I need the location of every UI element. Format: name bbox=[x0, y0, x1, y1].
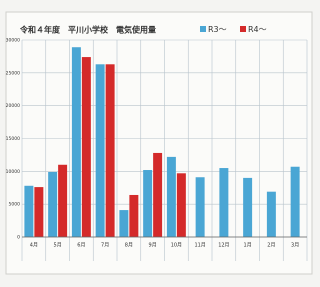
x-tick-label: 8月 bbox=[125, 243, 133, 249]
bar bbox=[119, 210, 128, 237]
bar bbox=[153, 153, 162, 237]
bar bbox=[167, 157, 176, 237]
x-tick-label: 12月 bbox=[218, 243, 229, 249]
chart: 令和４年度 平川小学校 電気使用量 0 5000 10000 15000 20000 25… bbox=[0, 0, 317, 287]
x-tick-label: 3月 bbox=[291, 243, 299, 249]
y-tick-label: 0 bbox=[17, 235, 20, 241]
legend-label: R3～ bbox=[208, 25, 227, 34]
bar bbox=[267, 192, 276, 237]
y-tick-label: 30000 bbox=[6, 38, 20, 44]
y-tick-label: 25000 bbox=[6, 70, 20, 76]
bar bbox=[196, 177, 205, 237]
x-tick-label: 10月 bbox=[171, 243, 182, 249]
bar bbox=[48, 172, 57, 237]
y-tick-label: 10000 bbox=[6, 169, 20, 175]
x-tick-label: 5月 bbox=[54, 243, 62, 249]
bar bbox=[58, 165, 67, 237]
x-tick-label: 6月 bbox=[77, 243, 85, 249]
bar bbox=[219, 168, 228, 237]
bar bbox=[129, 195, 138, 237]
bar bbox=[291, 167, 300, 237]
x-tick-label: 4月 bbox=[30, 243, 38, 249]
x-tick-label: 11月 bbox=[194, 243, 205, 249]
bar bbox=[34, 187, 43, 237]
x-tick-label: 1月 bbox=[244, 243, 252, 249]
bar bbox=[243, 178, 252, 237]
bar bbox=[96, 64, 105, 237]
y-tick-label: 15000 bbox=[6, 136, 20, 142]
chart-title: 令和４年度 平川小学校 電気使用量 bbox=[19, 25, 156, 35]
bar bbox=[72, 47, 81, 237]
bar bbox=[143, 170, 152, 237]
bar bbox=[106, 64, 115, 237]
bar bbox=[177, 173, 186, 237]
legend-label: R4～ bbox=[248, 25, 267, 34]
y-tick-label: 20000 bbox=[6, 103, 20, 109]
x-tick-label: 2月 bbox=[267, 243, 275, 249]
bar bbox=[82, 57, 91, 237]
bar bbox=[24, 186, 33, 237]
x-tick-label: 7月 bbox=[101, 243, 109, 249]
legend-swatch bbox=[240, 26, 246, 32]
legend-swatch bbox=[200, 26, 206, 32]
x-tick-label: 9月 bbox=[149, 243, 157, 249]
y-tick-label: 5000 bbox=[9, 202, 21, 208]
